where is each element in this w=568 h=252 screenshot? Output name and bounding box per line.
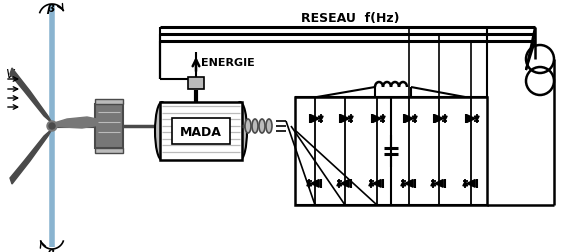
Polygon shape — [442, 117, 447, 121]
Ellipse shape — [233, 103, 247, 160]
Bar — [172, 118, 230, 144]
Polygon shape — [431, 181, 436, 186]
Text: β: β — [46, 4, 54, 14]
Polygon shape — [54, 117, 102, 129]
Ellipse shape — [266, 119, 272, 134]
Bar — [95, 100, 123, 105]
Ellipse shape — [252, 119, 258, 134]
Polygon shape — [435, 180, 443, 187]
Polygon shape — [307, 181, 312, 186]
Polygon shape — [373, 115, 381, 123]
Ellipse shape — [259, 119, 265, 134]
Text: RESEAU  f(Hz): RESEAU f(Hz) — [300, 11, 399, 24]
Text: ENERGIE: ENERGIE — [201, 58, 255, 68]
Polygon shape — [337, 181, 342, 186]
Polygon shape — [10, 69, 52, 123]
Polygon shape — [348, 117, 353, 121]
Polygon shape — [435, 115, 443, 123]
Polygon shape — [401, 181, 406, 186]
Polygon shape — [318, 117, 323, 121]
Polygon shape — [405, 180, 413, 187]
Polygon shape — [381, 117, 385, 121]
Polygon shape — [405, 115, 413, 123]
Bar — [160, 103, 242, 160]
Polygon shape — [463, 181, 467, 186]
Polygon shape — [373, 180, 381, 187]
Polygon shape — [341, 180, 349, 187]
Bar — [188, 78, 204, 90]
Polygon shape — [311, 180, 319, 187]
Ellipse shape — [245, 119, 251, 134]
Bar — [95, 105, 123, 148]
Polygon shape — [10, 130, 52, 184]
Circle shape — [47, 121, 57, 132]
Text: β: β — [46, 248, 54, 252]
Polygon shape — [474, 117, 479, 121]
Circle shape — [49, 123, 55, 130]
Polygon shape — [412, 117, 417, 121]
Text: V: V — [5, 68, 14, 81]
Polygon shape — [311, 115, 319, 123]
Bar — [95, 148, 123, 153]
Polygon shape — [467, 115, 475, 123]
Polygon shape — [369, 181, 374, 186]
Polygon shape — [341, 115, 349, 123]
Bar — [295, 98, 487, 205]
Polygon shape — [467, 180, 475, 187]
Text: MADA: MADA — [180, 126, 222, 139]
Ellipse shape — [155, 103, 169, 160]
